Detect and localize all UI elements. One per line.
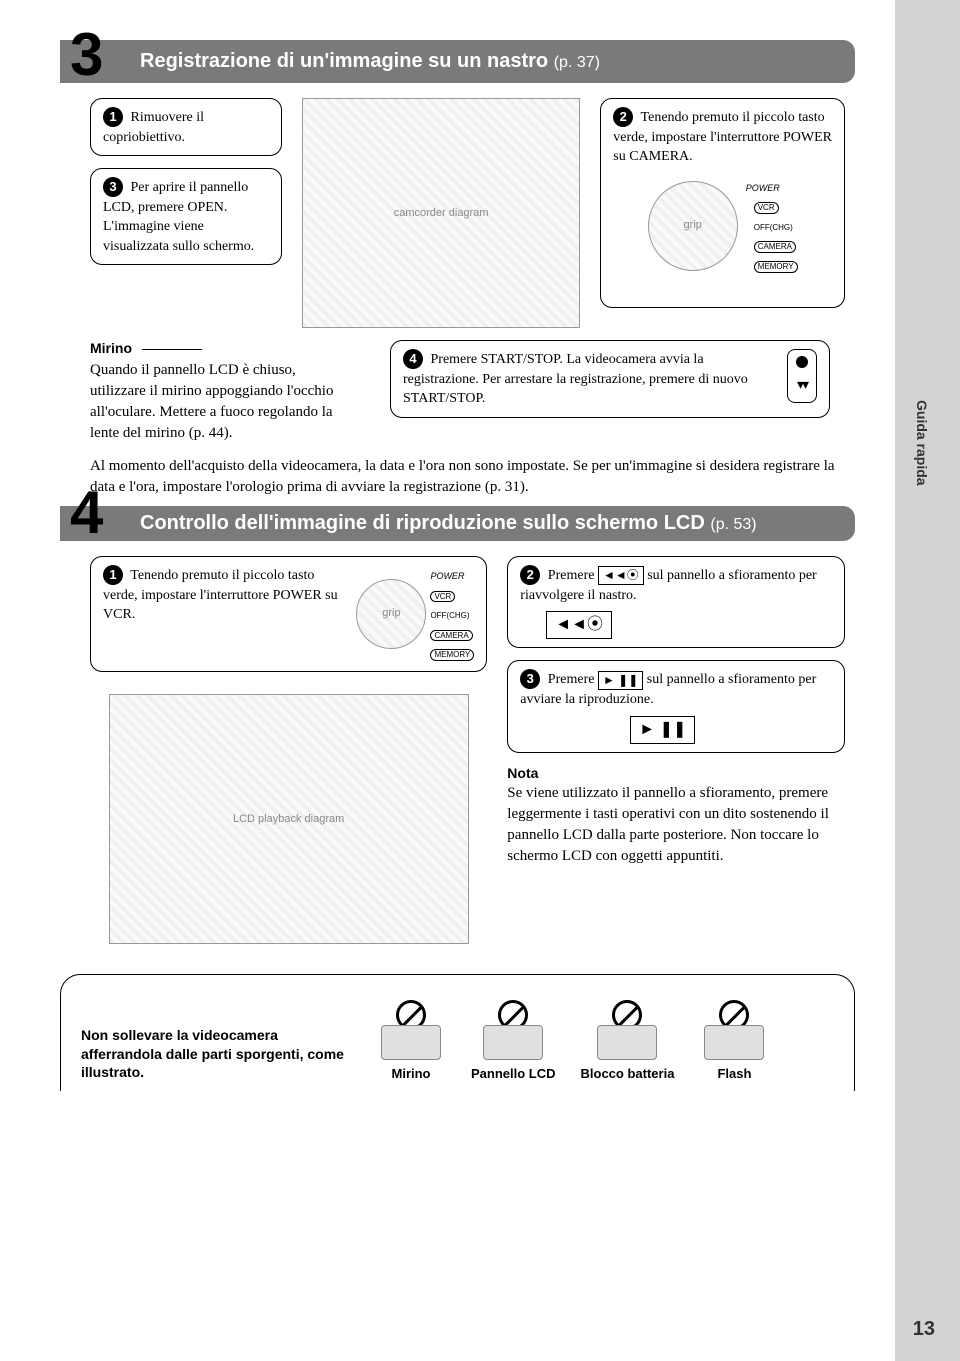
section4-body: 1 Tenendo premuto il piccolo tasto verde… [60,556,855,944]
step4-bullet: 4 [403,349,423,369]
power-label: POWER [746,183,780,193]
section4-number: 4 [70,483,103,543]
footer-label-battery: Blocco batteria [581,1066,675,1081]
step2-bullet: 2 [613,107,633,127]
footer-label-flash: Flash [717,1066,751,1081]
play-icon: ► ❚❚ [598,671,643,690]
lcd-playback-illustration: LCD playback diagram [109,694,469,944]
section3-note: Al momento dell'acquisto della videocame… [90,456,845,498]
forbid-flash-icon [699,1000,769,1060]
step4-callout: 4 Premere START/STOP. La videocamera avv… [390,340,830,418]
section3-header: 3 Registrazione di un'immagine su un nas… [60,40,855,83]
memory-label: MEMORY [754,261,798,273]
mirino-text: Quando il pannello LCD è chiuso, utilizz… [90,360,350,444]
off2-label: OFF(CHG) [430,611,469,620]
s4-step2-textA: Premere [548,568,598,583]
step1-bullet: 1 [103,107,123,127]
nota-text: Se viene utilizzato il pannello a sfiora… [507,783,845,867]
vcr2-label: VCR [430,591,455,603]
step2-text: Tenendo premuto il piccolo tasto verde, … [613,110,832,164]
footer-label-mirino: Mirino [392,1066,431,1081]
s4-step1-callout: 1 Tenendo premuto il piccolo tasto verde… [90,556,487,672]
step2-callout: 2 Tenendo premuto il piccolo tasto verde… [600,98,845,308]
off-label: OFF(CHG) [754,223,793,232]
rewind-icon: ◄◄⦿ [598,566,644,585]
footer-item-lcd: Pannello LCD [471,1000,556,1081]
s4-step3-textA: Premere [548,672,598,687]
memory2-label: MEMORY [430,649,474,661]
s4-step2-callout: 2 Premere ◄◄⦿ sul pannello a sfioramento… [507,556,845,648]
rec-indicator-icon: ▾▾ [787,349,817,403]
s4-step2-bullet: 2 [520,565,540,585]
rewind-button-icon: ◄◄⦿ [546,611,612,639]
footer-label-lcd: Pannello LCD [471,1066,556,1081]
section3-body: 1 Rimuovere il copriobiettivo. 3 Per apr… [60,98,855,498]
step3-bullet: 3 [103,177,123,197]
section4-pageref: (p. 53) [710,516,756,533]
camera-label: CAMERA [754,241,796,253]
s4-step3-bullet: 3 [520,669,540,689]
step4-text: Premere START/STOP. La videocamera avvia… [403,352,748,406]
step1-callout: 1 Rimuovere il copriobiettivo. [90,98,282,156]
step3-text: Per aprire il pannello LCD, premere OPEN… [103,180,254,254]
footer-item-mirino: Mirino [376,1000,446,1081]
forbid-mirino-icon [376,1000,446,1060]
side-tab: Guida rapida [914,400,930,486]
section3-number: 3 [70,25,103,85]
footer-item-battery: Blocco batteria [581,1000,675,1081]
camera2-label: CAMERA [430,630,472,642]
forbid-battery-icon [592,1000,662,1060]
manual-page: 3 Registrazione di un'immagine su un nas… [0,0,895,1361]
footer-text: Non sollevare la videocamera afferrandol… [81,1026,351,1081]
s4-step3-callout: 3 Premere ► ❚❚ sul pannello a sfiorament… [507,660,845,752]
section4-title: Controllo dell'immagine di riproduzione … [140,512,705,534]
section4-header: 4 Controllo dell'immagine di riproduzion… [60,506,855,541]
s4-step1-bullet: 1 [103,565,123,585]
power2-label: POWER [430,571,464,581]
section3-title: Registrazione di un'immagine su un nastr… [140,50,548,72]
vcr-label: VCR [754,202,779,214]
page-number: 13 [913,1318,935,1341]
power-grip2-illustration: grip [356,579,426,649]
step3-callout: 3 Per aprire il pannello LCD, premere OP… [90,168,282,265]
footer-warning-box: Non sollevare la videocamera afferrandol… [60,974,855,1091]
nota-heading: Nota [507,765,845,781]
s4-step1-text: Tenendo premuto il piccolo tasto verde, … [103,568,338,622]
power-dial-labels: POWER VCR OFF(CHG) CAMERA MEMORY [746,177,798,275]
play-button-icon: ► ❚❚ [630,716,695,744]
power-grip-illustration: grip [648,181,738,271]
footer-item-flash: Flash [699,1000,769,1081]
mirino-heading: Mirino [90,340,132,356]
camcorder-illustration: camcorder diagram [302,98,580,328]
forbid-lcd-icon [478,1000,548,1060]
power-dial2-labels: POWER VCR OFF(CHG) CAMERA MEMORY [430,565,474,663]
section3-pageref: (p. 37) [554,54,600,71]
